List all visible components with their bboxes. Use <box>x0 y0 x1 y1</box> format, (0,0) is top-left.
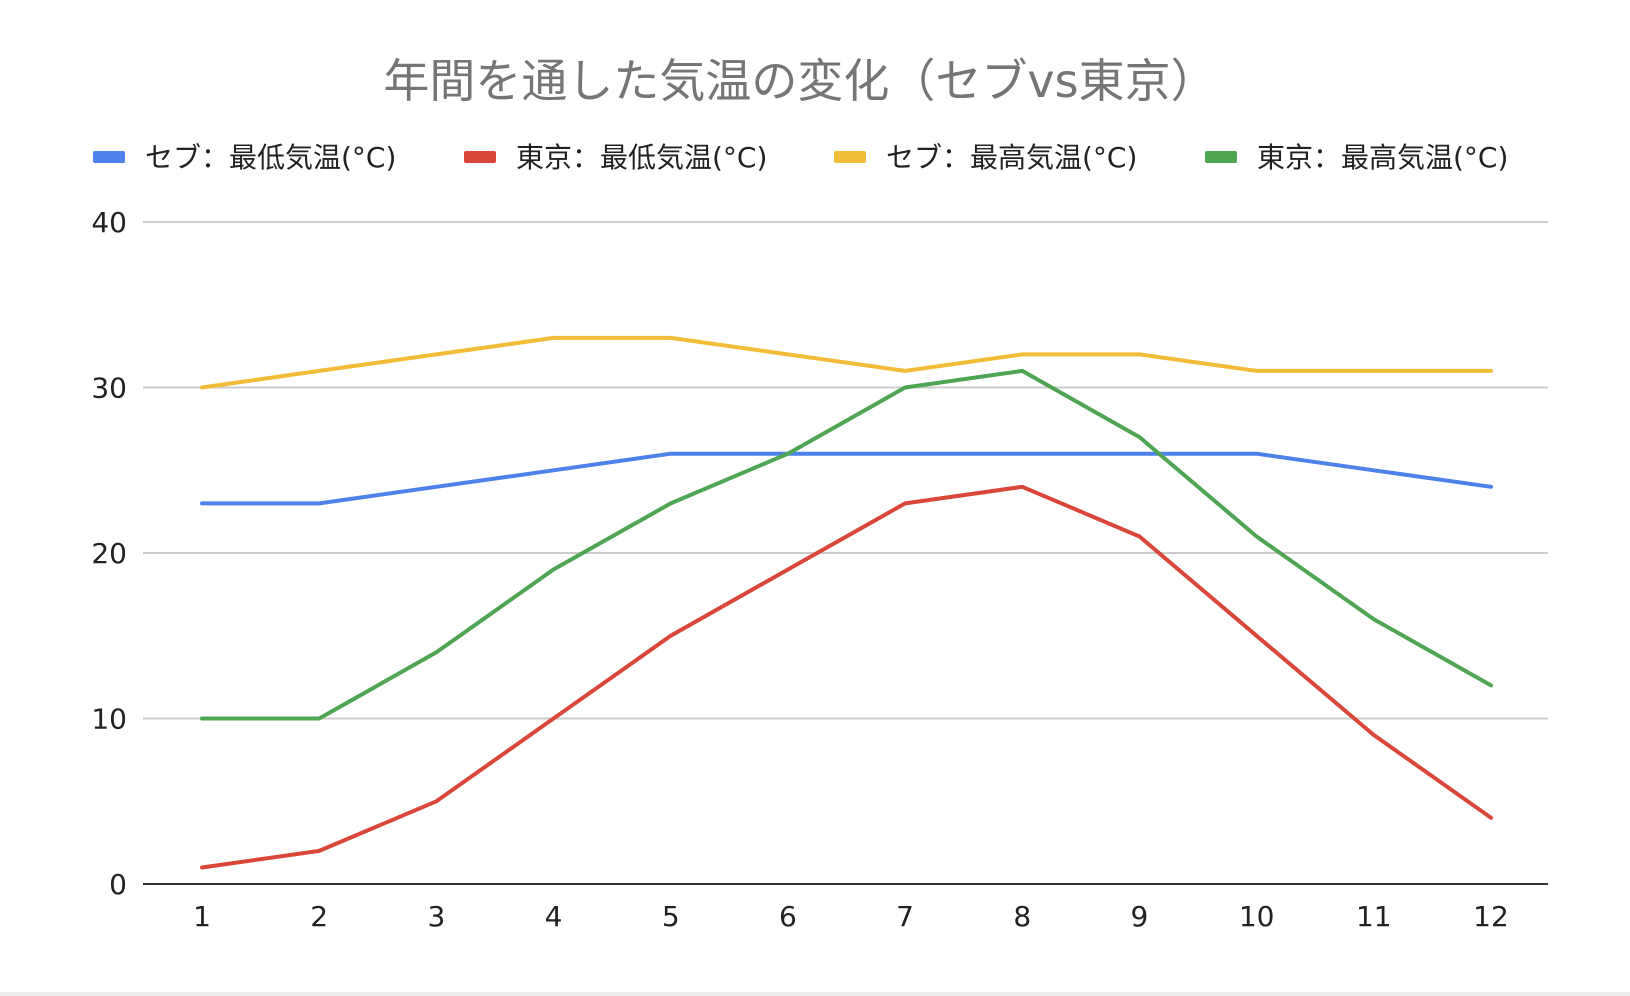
legend-label: セブ：最高気温(°C) <box>886 141 1137 174</box>
x-tick-label: 7 <box>896 900 914 933</box>
legend-item-3: セブ：最高気温(°C) <box>834 141 1137 174</box>
x-tick-label: 10 <box>1239 900 1275 933</box>
legend-label: セブ：最低気温(°C) <box>145 141 396 174</box>
x-tick-label: 11 <box>1356 900 1392 933</box>
x-tick-label: 1 <box>193 900 211 933</box>
series-line-4 <box>200 368 1493 721</box>
chart-legend: セブ：最低気温(°C) 東京：最低気温(°C) セブ：最高気温(°C) 東京：最高気温… <box>93 141 1508 174</box>
series-line-1 <box>200 451 1493 506</box>
x-tick-label: 9 <box>1131 900 1149 933</box>
chart-title: 年間を通した気温の変化（セブvs東京） <box>383 54 1216 108</box>
series-line-2 <box>200 484 1493 870</box>
y-tick-label: 10 <box>91 703 127 736</box>
x-tick-label: 4 <box>545 900 563 933</box>
legend-swatch <box>1205 151 1237 163</box>
legend-swatch <box>93 151 125 163</box>
x-tick-label: 8 <box>1013 900 1031 933</box>
series-line-3 <box>200 335 1493 390</box>
gridlines <box>143 221 1548 720</box>
legend-item-4: 東京：最高気温(°C) <box>1205 141 1508 174</box>
x-tick-label: 12 <box>1473 900 1509 933</box>
legend-swatch <box>834 151 866 163</box>
x-tick-label: 5 <box>662 900 680 933</box>
legend-label: 東京：最低気温(°C) <box>516 141 767 174</box>
y-tick-label: 20 <box>91 537 127 570</box>
y-tick-label: 40 <box>91 206 127 239</box>
legend-swatch <box>464 151 496 163</box>
x-tick-label: 2 <box>310 900 328 933</box>
x-tick-label: 3 <box>427 900 445 933</box>
y-tick-label: 0 <box>109 868 127 901</box>
y-tick-label: 30 <box>91 372 127 405</box>
x-tick-label: 6 <box>779 900 797 933</box>
legend-label: 東京：最高気温(°C) <box>1257 141 1508 174</box>
series-lines <box>200 335 1493 870</box>
bottom-divider <box>0 992 1630 996</box>
legend-item-1: セブ：最低気温(°C) <box>93 141 396 174</box>
legend-item-2: 東京：最低気温(°C) <box>464 141 767 174</box>
